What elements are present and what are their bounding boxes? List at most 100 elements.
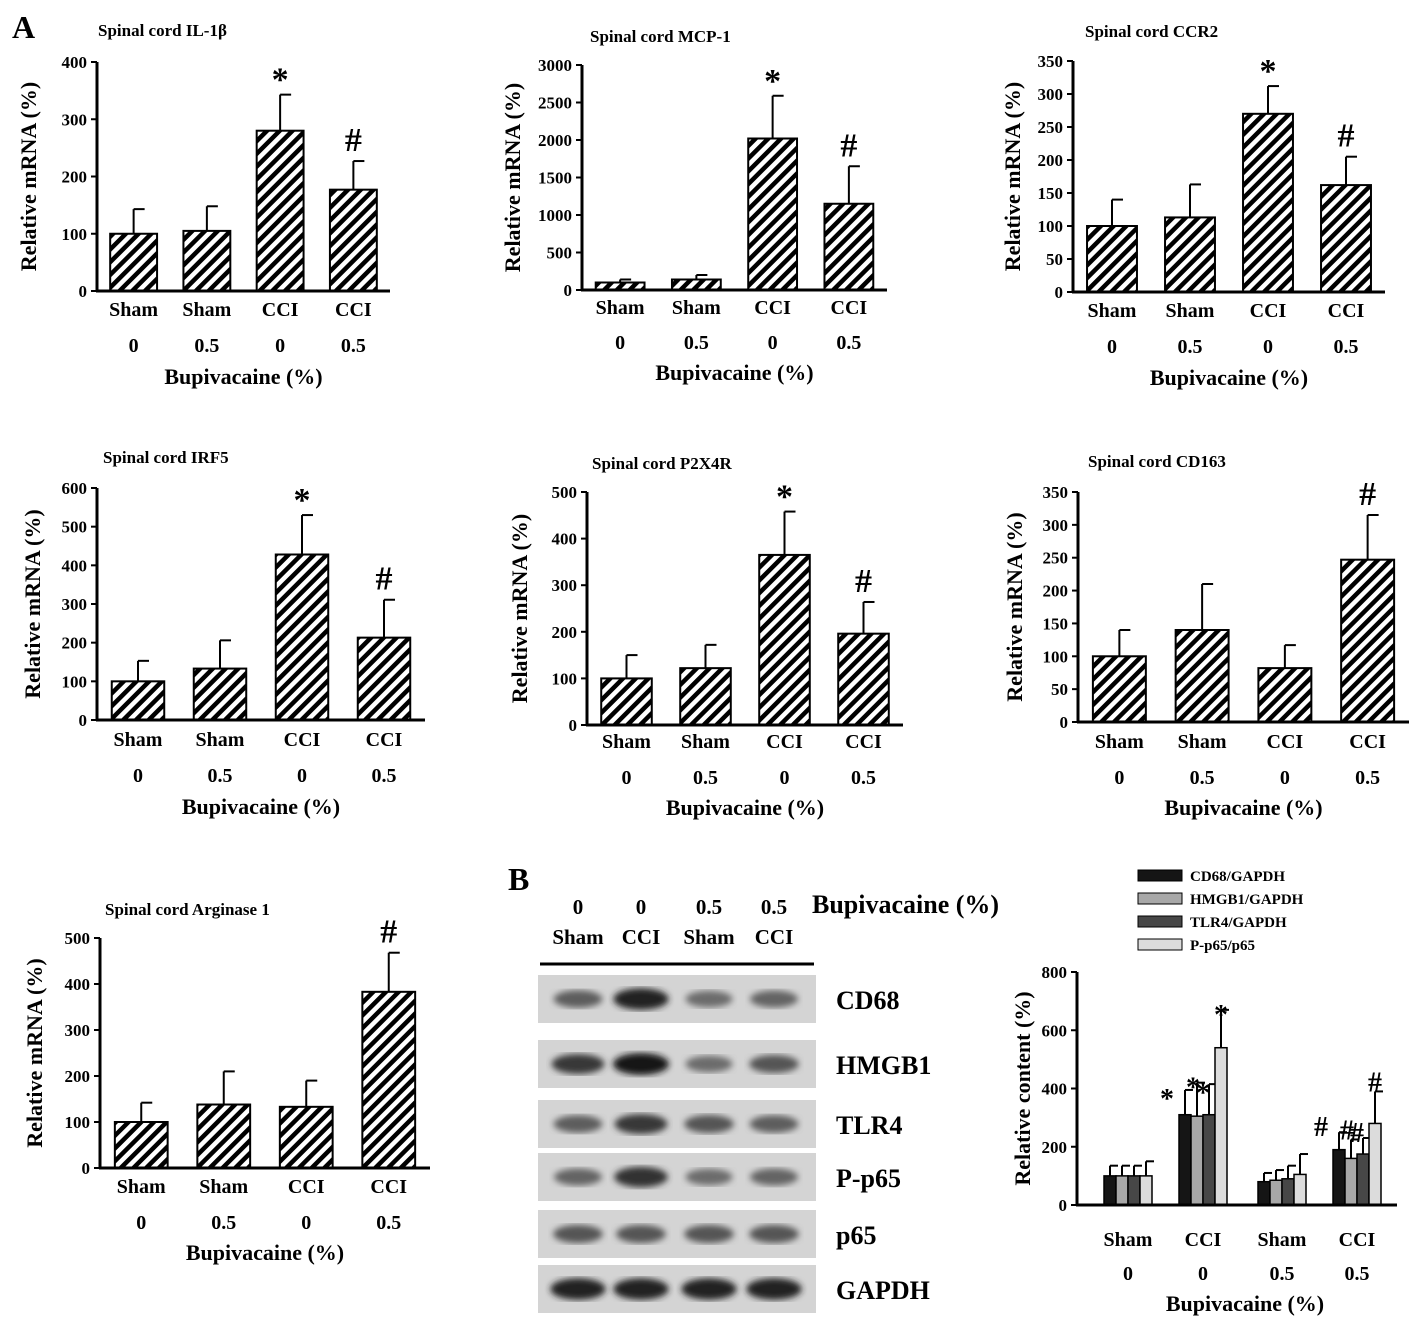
chart-title: Spinal cord CCR2 [1085,22,1218,41]
blot-strip-p-p65: P-p65 [538,1153,901,1201]
bar-charts: Spinal cord IL-1β Relative mRNA (%) 0 100 20… [16,21,1409,1265]
blot-strip-p65: p65 [538,1210,876,1258]
x-dose-label: 0 [136,1212,146,1234]
y-tick-label: 0 [1059,1196,1068,1215]
y-tick-label: 50 [1051,680,1068,699]
y-tick-label: 50 [1046,250,1063,269]
legend-label: P-p65/p65 [1190,938,1255,954]
significance-hash: # [376,561,393,598]
y-tick-label: 300 [62,110,88,129]
x-dose-label: 0.5 [208,765,233,787]
bar [278,1105,334,1169]
x-dose-label: 0.5 [376,1212,401,1234]
bar [1214,1046,1228,1206]
y-tick-label: 200 [62,634,88,653]
significance-hash: # [1340,1115,1354,1146]
significance-hash: # [1359,476,1376,513]
significance-hash: # [345,122,362,159]
x-category-label: Sham [1178,731,1227,753]
lane-dose-label: 0 [636,895,647,919]
significance-star: * [1186,1073,1200,1104]
x-axis-label: Bupivacaine (%) [666,795,824,820]
bar [274,553,330,721]
significance-star: * [294,482,311,519]
blot-band [685,1055,733,1073]
chart-title: Spinal cord IL-1β [98,21,227,40]
x-category-label: CCI [754,297,791,319]
x-category-label: Sham [1095,731,1144,753]
bar [1190,1115,1204,1206]
significance-star: * [272,62,289,99]
chart-1: Spinal cord IL-1β Relative mRNA (%) 0 100 20… [16,21,390,389]
band-label: HMGB1 [836,1051,931,1080]
significance-hash: # [1350,1118,1364,1149]
chart-3: Spinal cord CCR2 Relative mRNA (%) 0 50 100 1… [1000,22,1385,390]
lane-group-label: CCI [755,925,794,949]
y-tick-label: 200 [62,168,88,187]
significance-hash: # [1338,118,1355,155]
bar [1091,655,1147,723]
y-tick-label: 100 [1043,647,1069,666]
x-dose-label: 0.5 [684,332,709,354]
y-tick-label: 500 [65,929,91,948]
y-tick-label: 100 [552,669,578,688]
chart-5: Spinal cord P2X4R Relative mRNA (%) 0 100 20… [507,454,903,820]
blot-band [750,990,798,1008]
x-dose-label: 0 [1123,1263,1133,1285]
x-dose-label: 0.5 [1178,336,1203,358]
lane-group-label: CCI [622,925,661,949]
band-label: CD68 [836,986,900,1015]
bar [113,1121,169,1169]
blot-band [685,1168,733,1186]
x-dose-label: 0 [297,765,307,787]
legend-label: TLR4/GAPDH [1190,915,1287,931]
y-tick-label: 300 [62,595,88,614]
blot-strip-tlr4: TLR4 [538,1100,902,1148]
blot-band [553,1115,603,1133]
blot-strip-cd68: CD68 [538,975,900,1023]
bar [328,188,378,292]
y-tick-label: 500 [552,483,578,502]
x-category-label: Sham [602,731,651,753]
x-category-label: CCI [1349,731,1386,753]
blot-band [681,1278,737,1300]
x-category-label: Sham [117,1176,166,1198]
y-tick-label: 250 [1038,118,1064,137]
y-tick-label: 150 [1043,614,1069,633]
legend-swatch [1137,915,1183,928]
y-tick-label: 150 [1038,184,1064,203]
chart-6: Spinal cord CD163 Relative mRNA (%) 0 50 100… [1002,452,1409,820]
legend-swatch [1137,892,1183,905]
y-tick-label: 100 [1038,217,1064,236]
x-category-label: Sham [1258,1229,1307,1251]
y-tick-label: 1500 [538,169,572,188]
x-dose-label: 0 [275,335,285,357]
x-category-label: Sham [196,729,245,751]
x-axis-label: Bupivacaine (%) [1150,365,1308,390]
y-axis-label: Relative mRNA (%) [1000,82,1025,271]
y-tick-label: 1000 [538,206,572,225]
blot-band [750,1168,798,1186]
bar [356,636,412,722]
chart-4: Spinal cord IRF5 Relative mRNA (%) 0 100 200… [20,448,425,819]
blot-band [749,1115,799,1133]
band-label: p65 [836,1221,876,1250]
x-category-label: CCI [766,731,803,753]
bar [1202,1113,1216,1206]
y-tick-label: 2000 [538,131,572,150]
bar [361,990,417,1169]
significance-star: * [776,479,793,516]
blot-header-label: Bupivacaine (%) [812,890,999,919]
x-dose-label: 0 [301,1212,311,1234]
bar [182,229,232,292]
significance-hash: # [840,127,857,164]
x-dose-label: 0.5 [693,767,718,789]
y-tick-label: 400 [62,556,88,575]
chart-2: Spinal cord MCP-1 Relative mRNA (%) 0 500 10… [500,27,887,385]
x-axis-label: Bupivacaine (%) [164,364,322,389]
y-tick-label: 0 [1055,283,1064,302]
y-axis-label: Relative content (%) [1010,991,1035,1185]
significance-star: * [1160,1084,1174,1115]
x-axis-label: Bupivacaine (%) [655,360,813,385]
y-tick-label: 500 [547,244,573,263]
